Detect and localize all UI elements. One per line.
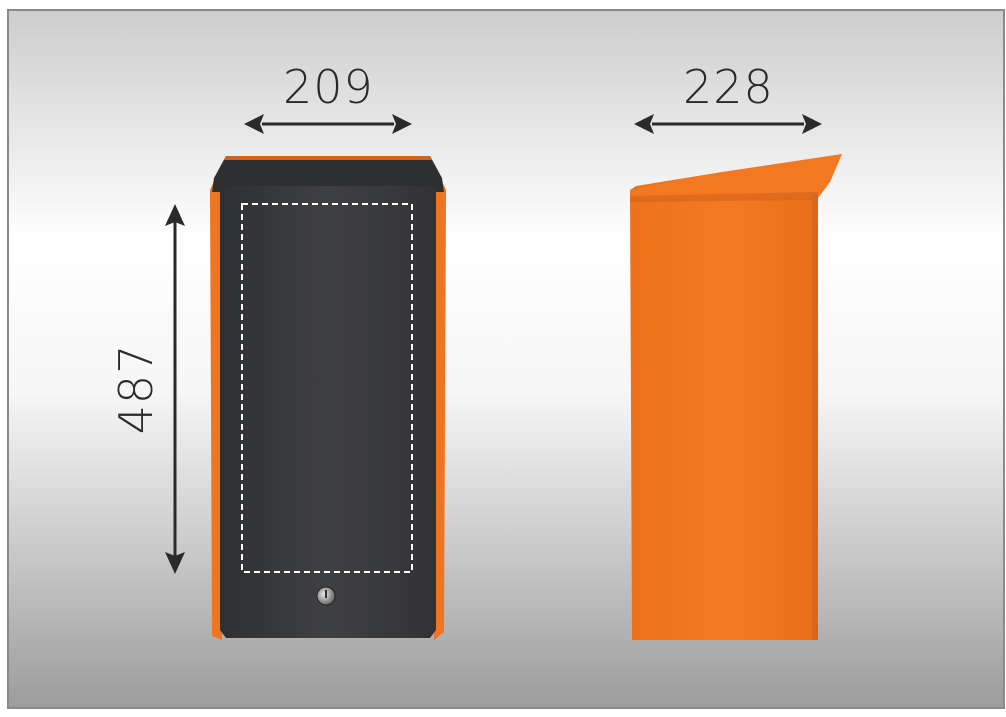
- side-roof: [630, 154, 842, 198]
- front-orange-edge-right: [434, 168, 446, 640]
- display-area-outline: [241, 203, 413, 573]
- width-side-arrowhead-right: [802, 114, 822, 134]
- side-view: [630, 154, 842, 640]
- keyhole: [325, 590, 327, 598]
- front-view: [210, 156, 446, 640]
- height-arrowhead-bottom: [165, 552, 185, 574]
- side-housing: [630, 158, 828, 640]
- front-width-label: 209: [283, 60, 374, 114]
- width-front-arrowhead-left: [244, 114, 264, 134]
- width-front-arrowhead-right: [392, 114, 412, 134]
- front-top-cap: [212, 156, 444, 192]
- side-depth-label: 228: [683, 60, 774, 114]
- front-orange-edge-left: [210, 168, 222, 640]
- door-panel: [220, 186, 436, 638]
- side-roof-shadow: [630, 192, 818, 202]
- front-top-edge: [224, 156, 432, 160]
- height-label: 487: [109, 343, 163, 435]
- side-front-edge: [812, 192, 818, 640]
- width-side-arrowhead-left: [634, 114, 654, 134]
- dimension-arrows: [165, 114, 822, 574]
- height-arrowhead-top: [165, 204, 185, 226]
